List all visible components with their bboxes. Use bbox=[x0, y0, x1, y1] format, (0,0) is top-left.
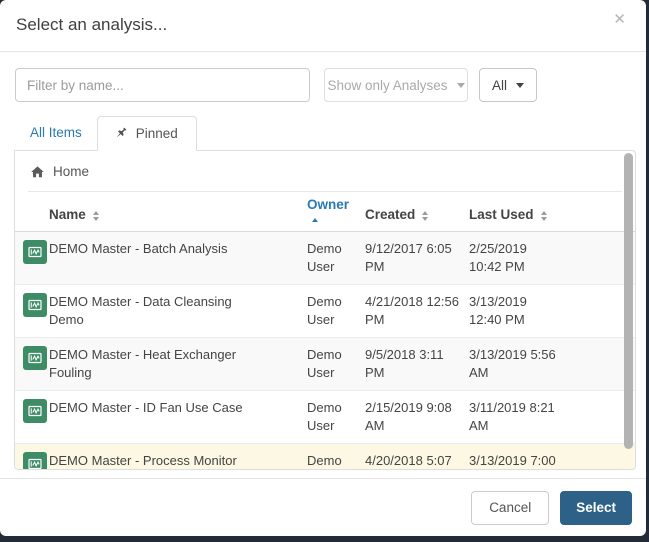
sort-ascending-icon bbox=[312, 217, 318, 222]
column-header-created[interactable]: Created bbox=[365, 198, 469, 222]
row-owner: Demo User bbox=[307, 346, 342, 380]
row-name: DEMO Master - Heat Exchanger Fouling bbox=[49, 346, 237, 380]
breadcrumb-label: Home bbox=[53, 164, 90, 179]
row-created: 9/12/2017 6:05 PM bbox=[365, 240, 452, 274]
row-name: DEMO Master - ID Fan Use Case bbox=[49, 399, 243, 415]
row-last-used: 3/13/2019 5:56 AM bbox=[469, 346, 556, 380]
row-last-used: 3/13/2019 7:00 bbox=[469, 452, 556, 468]
row-created: 4/20/2018 5:07 bbox=[365, 452, 452, 468]
show-only-analyses-dropdown[interactable]: Show only Analyses bbox=[324, 68, 468, 102]
cancel-button[interactable]: Cancel bbox=[471, 490, 550, 525]
close-icon[interactable]: ✕ bbox=[613, 11, 626, 28]
table-row[interactable]: DEMO Master - Batch Analysis Demo User 9… bbox=[15, 231, 635, 285]
select-button[interactable]: Select bbox=[560, 490, 632, 525]
row-created: 9/5/2018 3:11 PM bbox=[365, 346, 444, 380]
show-only-analyses-label: Show only Analyses bbox=[327, 77, 448, 93]
table-row[interactable]: DEMO Master - Process Monitor Demo 4/20/… bbox=[15, 443, 635, 469]
row-last-used: 3/11/2019 8:21 AM bbox=[469, 399, 555, 433]
home-icon bbox=[30, 165, 45, 179]
column-header-owner[interactable]: Owner bbox=[307, 198, 365, 222]
caret-down-icon bbox=[516, 82, 524, 88]
results-panel: Home Name Owner Created Last Used bbox=[14, 150, 636, 470]
column-header-last-used[interactable]: Last Used bbox=[469, 198, 561, 222]
table-header: Name Owner Created Last Used bbox=[15, 192, 635, 232]
row-name: DEMO Master - Batch Analysis bbox=[49, 240, 228, 256]
tab-pinned[interactable]: Pinned bbox=[96, 116, 197, 151]
row-owner: Demo User bbox=[307, 293, 342, 327]
tab-all-items[interactable]: All Items bbox=[15, 116, 97, 150]
row-name: DEMO Master - Data Cleansing Demo bbox=[49, 293, 232, 327]
row-last-used: 3/13/2019 12:40 PM bbox=[469, 293, 527, 327]
row-owner: Demo bbox=[307, 452, 342, 468]
sort-both-icon bbox=[92, 210, 99, 221]
row-name: DEMO Master - Process Monitor bbox=[49, 452, 237, 468]
scope-dropdown[interactable]: All bbox=[479, 68, 537, 102]
row-created: 2/15/2019 9:08 AM bbox=[365, 399, 452, 433]
pushpin-icon bbox=[114, 126, 128, 140]
tab-bar: All Items Pinned bbox=[15, 116, 197, 151]
row-owner: Demo User bbox=[307, 240, 342, 274]
table-row[interactable]: DEMO Master - Heat Exchanger Fouling Dem… bbox=[15, 337, 635, 391]
analysis-icon bbox=[23, 292, 47, 317]
sort-both-icon bbox=[540, 210, 547, 221]
row-last-used: 2/25/2019 10:42 PM bbox=[469, 240, 527, 274]
caret-down-icon bbox=[456, 82, 465, 88]
analysis-icon bbox=[23, 239, 47, 264]
filter-by-name-input[interactable] bbox=[15, 68, 310, 102]
scope-dropdown-label: All bbox=[491, 77, 507, 93]
dialog-title: Select an analysis... bbox=[16, 15, 168, 34]
table-row[interactable]: DEMO Master - Data Cleansing Demo Demo U… bbox=[15, 285, 635, 338]
table-row[interactable]: DEMO Master - ID Fan Use Case Demo User … bbox=[15, 391, 635, 444]
table-body: DEMO Master - Batch Analysis Demo User 9… bbox=[15, 231, 635, 469]
analysis-icon bbox=[23, 345, 47, 370]
filter-toolbar: Show only Analyses All bbox=[0, 52, 646, 102]
dialog-header: Select an analysis... ✕ bbox=[0, 0, 646, 52]
breadcrumb[interactable]: Home bbox=[28, 151, 622, 192]
dialog-footer: Cancel Select bbox=[0, 478, 646, 536]
tab-pinned-label: Pinned bbox=[135, 125, 178, 141]
column-header-name[interactable]: Name bbox=[49, 198, 307, 222]
scrollbar-thumb[interactable] bbox=[624, 153, 633, 449]
sort-both-icon bbox=[422, 210, 429, 221]
analysis-icon bbox=[23, 398, 47, 423]
row-created: 4/21/2018 12:56 PM bbox=[365, 293, 459, 327]
analysis-icon bbox=[23, 451, 47, 469]
row-owner: Demo User bbox=[307, 399, 342, 433]
